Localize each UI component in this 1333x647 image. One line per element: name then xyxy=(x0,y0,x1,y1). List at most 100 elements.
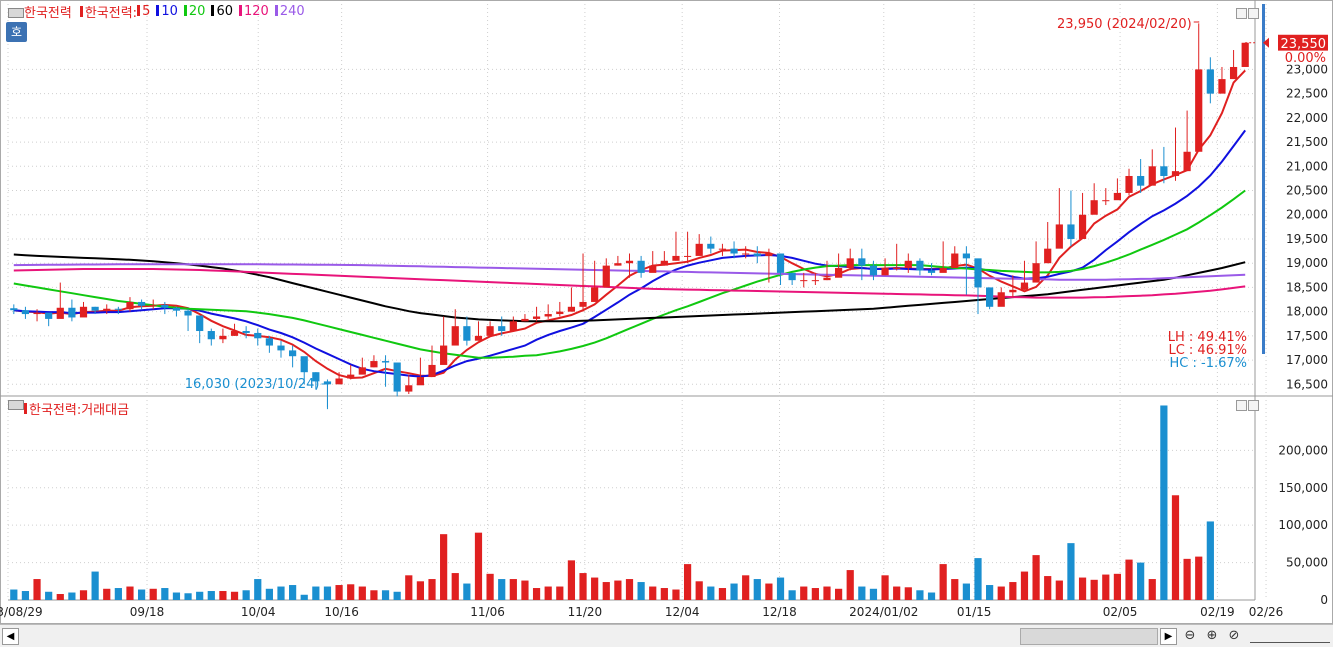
candle-body xyxy=(10,308,18,311)
volume-bar xyxy=(1183,558,1191,600)
candle-body xyxy=(567,306,576,312)
volume-bar xyxy=(21,591,30,600)
volume-pane-maximize-button[interactable] xyxy=(1248,400,1259,411)
volume-bar xyxy=(718,588,727,600)
volume-bar xyxy=(79,590,88,600)
volume-bar xyxy=(265,588,273,600)
candle-body xyxy=(765,253,773,256)
scroll-right-icon[interactable]: ▶ xyxy=(1160,628,1177,645)
chart-canvas[interactable]: 16,500 17,000 17,500 18,000 18,500 19,000 19,5… xyxy=(0,0,1333,624)
candle-body xyxy=(602,265,610,288)
volume-bar xyxy=(1206,521,1214,600)
volume-bar xyxy=(927,592,936,600)
last-price-box xyxy=(1278,34,1328,51)
scrollbar-thumb[interactable] xyxy=(1020,628,1158,645)
legend-ma-120[interactable]: 120 xyxy=(239,4,269,19)
quote-badge[interactable]: 호 xyxy=(6,22,27,42)
volume-bar xyxy=(1044,576,1052,600)
candle-body xyxy=(869,265,878,276)
candle-body xyxy=(846,258,854,269)
volume-bar xyxy=(939,564,947,600)
pane-minimize-button[interactable] xyxy=(1236,8,1247,19)
volume-bar xyxy=(591,577,599,600)
volume-bar xyxy=(498,579,506,600)
volume-bar xyxy=(347,584,355,600)
candle-body xyxy=(1113,192,1122,201)
candle-body xyxy=(1183,151,1191,172)
low-annotation-leader xyxy=(321,383,328,410)
candle-body xyxy=(137,301,146,306)
candle-body xyxy=(556,311,564,315)
legend-ma-60[interactable]: 60 xyxy=(211,4,233,19)
price-tick-label: 23,000 xyxy=(1286,62,1328,76)
volume-bar xyxy=(1032,555,1040,600)
scroll-left-icon[interactable]: ◀ xyxy=(2,628,19,645)
volume-bar xyxy=(440,534,448,600)
legend-stock-name[interactable]: 한국전력 xyxy=(24,5,72,21)
zoom-slider[interactable] xyxy=(1250,630,1330,643)
candle-body xyxy=(614,263,622,266)
zoom-reset-icon[interactable]: ⊘ xyxy=(1228,628,1240,643)
legend-ma-5[interactable]: 5 xyxy=(137,4,150,19)
volume-bar xyxy=(1195,556,1203,600)
candle-body xyxy=(114,308,122,310)
volume-bar xyxy=(823,586,831,600)
volume-bar xyxy=(1171,495,1180,600)
price-tick-label: 19,500 xyxy=(1286,232,1328,246)
candle-body xyxy=(742,253,750,255)
volume-legend-label[interactable]: 한국전력:거래대금 xyxy=(29,402,130,418)
high-annotation: 23,950 (2024/02/20) xyxy=(1057,17,1192,32)
zoom-out-icon[interactable]: ⊖ xyxy=(1184,628,1196,643)
volume-pane-menu-icon[interactable] xyxy=(8,400,24,410)
pane-maximize-button[interactable] xyxy=(1248,8,1259,19)
volume-bar xyxy=(1055,580,1063,600)
candle-body xyxy=(21,310,30,315)
candle-body xyxy=(927,270,936,273)
legend-ma-label: 5 xyxy=(142,3,151,19)
candle-body xyxy=(579,301,587,307)
stat-label: LC : 46.91% xyxy=(1168,343,1247,358)
volume-tick-label: 0 xyxy=(1320,593,1328,607)
candle-body xyxy=(788,272,796,281)
candle-body xyxy=(683,255,692,257)
volume-bar xyxy=(846,570,854,600)
candle-body xyxy=(184,310,192,316)
change-pct-box xyxy=(1278,50,1328,65)
volume-bar xyxy=(997,586,1005,600)
x-tick-label: 02/05 xyxy=(1103,605,1138,619)
candle-body xyxy=(986,287,994,307)
candle-body xyxy=(1090,200,1098,215)
volume-bar xyxy=(660,588,668,600)
zoom-in-icon[interactable]: ⊕ xyxy=(1206,628,1218,643)
legend-ma-label: 120 xyxy=(244,3,269,19)
price-tick-label: 18,500 xyxy=(1286,280,1328,294)
candle-body xyxy=(695,243,703,256)
legend-marker-icon xyxy=(79,5,83,17)
volume-bar xyxy=(103,588,111,600)
volume-bar xyxy=(1020,571,1029,600)
candle-body xyxy=(474,335,483,341)
volume-pane-minimize-button[interactable] xyxy=(1236,400,1247,411)
legend-ma-20[interactable]: 20 xyxy=(183,4,205,19)
candle-body xyxy=(707,243,715,249)
candle-body xyxy=(951,253,959,269)
stat-label: LH : 49.41% xyxy=(1168,330,1247,345)
legend-ma-240[interactable]: 240 xyxy=(274,4,305,19)
legend-ma-10[interactable]: 10 xyxy=(156,4,178,19)
candle-body xyxy=(1171,171,1180,176)
volume-bar xyxy=(951,579,959,600)
high-annotation-leader xyxy=(1193,21,1200,23)
volume-bar xyxy=(312,586,320,600)
x-tick-label: 12/04 xyxy=(665,605,700,619)
horizontal-scrollbar[interactable]: ◀ ▶ ⊖ ⊕ ⊘ xyxy=(0,624,1333,647)
candle-body xyxy=(486,326,494,336)
candle-body xyxy=(660,260,668,266)
legend-ma-marker-icon xyxy=(183,4,187,16)
window-menu-icon[interactable] xyxy=(8,8,24,18)
last-price-label: 23,550 xyxy=(1281,37,1327,52)
volume-bar xyxy=(625,579,634,600)
volume-bar xyxy=(858,586,866,600)
x-tick-label: 10/04 xyxy=(241,605,276,619)
candle-body xyxy=(718,248,727,250)
